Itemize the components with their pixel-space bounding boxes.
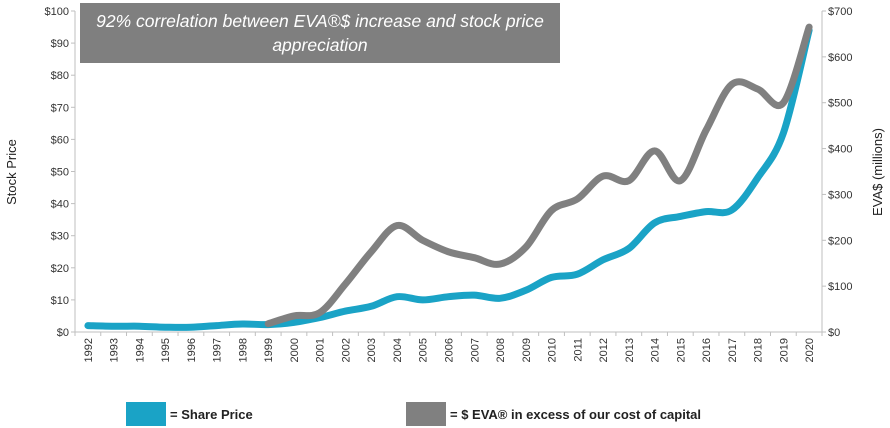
x-tick-label: 2009	[521, 338, 533, 362]
x-tick-label: 2008	[495, 338, 507, 362]
x-tick-label: 2014	[650, 338, 662, 362]
x-tick-label: 2013	[624, 338, 636, 362]
legend-label-eva: = $ EVA® in excess of our cost of capita…	[450, 406, 701, 422]
x-tick-label: 2005	[418, 338, 430, 362]
right-tick-label: $400	[828, 144, 852, 156]
x-tick-label: 2012	[598, 338, 610, 362]
x-tick-label: 2007	[469, 338, 481, 362]
legend-swatch-share-price	[126, 402, 166, 426]
chart-title: 92% correlation between EVA®$ increase a…	[96, 11, 544, 55]
x-tick-label: 2019	[778, 338, 790, 362]
left-tick-label: $80	[51, 70, 69, 82]
left-axis: $0 $10 $20 $30 $40 $50 $60 $70 $80 $90 $100	[45, 6, 75, 339]
x-tick-label: 2002	[340, 338, 352, 362]
left-tick-label: $40	[51, 199, 69, 211]
x-tick-label: 2017	[727, 338, 739, 362]
x-tick-label: 1994	[134, 338, 146, 362]
left-tick-label: $0	[57, 327, 69, 339]
legend-swatch-eva	[406, 402, 446, 426]
x-tick-label: 2015	[675, 338, 687, 362]
x-tick-label: 2018	[753, 338, 765, 362]
left-tick-label: $60	[51, 134, 69, 146]
right-tick-label: $700	[828, 6, 852, 18]
x-tick-label: 1993	[109, 338, 121, 362]
share-price-line	[84, 26, 813, 331]
x-tick-label: 2010	[547, 338, 559, 362]
x-axis: 1992 1993 1994 1995 1996 1997 1998 1999 2000 2001…	[74, 332, 823, 362]
right-tick-label: $100	[828, 281, 852, 293]
x-tick-label: 1997	[212, 338, 224, 362]
x-tick-label: 2004	[392, 338, 404, 362]
x-tick-label: 1998	[237, 338, 249, 362]
x-tick-label: 2000	[289, 338, 301, 362]
x-tick-label: 2006	[444, 338, 456, 362]
left-tick-label: $50	[51, 167, 69, 179]
right-axis-title: EVA$ (millions)	[870, 128, 885, 216]
left-axis-title: Stock Price	[4, 139, 19, 205]
chart-title-banner: 92% correlation between EVA®$ increase a…	[80, 3, 560, 63]
left-tick-label: $100	[45, 6, 69, 18]
x-tick-label: 2003	[366, 338, 378, 362]
x-tick-label: 2011	[572, 338, 584, 362]
x-tick-label: 2020	[804, 338, 816, 362]
right-tick-label: $500	[828, 98, 852, 110]
x-tick-label: 2001	[315, 338, 327, 362]
x-tick-label: 1999	[263, 338, 275, 362]
left-tick-label: $10	[51, 295, 69, 307]
left-tick-label: $20	[51, 263, 69, 275]
left-tick-label: $90	[51, 38, 69, 50]
right-axis: $0 $100 $200 $300 $400 $500 $600 $700	[822, 6, 852, 339]
right-tick-label: $300	[828, 189, 852, 201]
legend-eva: = $ EVA® in excess of our cost of capita…	[406, 402, 701, 426]
left-tick-label: $70	[51, 102, 69, 114]
x-tick-label: 1995	[160, 338, 172, 362]
right-tick-label: $200	[828, 235, 852, 247]
legend-share-price: = Share Price	[126, 402, 253, 426]
x-tick-label: 1996	[186, 338, 198, 362]
left-tick-label: $30	[51, 231, 69, 243]
x-tick-label: 2016	[701, 338, 713, 362]
eva-line	[264, 23, 813, 328]
legend-label-share-price: = Share Price	[170, 406, 253, 422]
x-tick-label: 1992	[83, 338, 95, 362]
series-layer	[84, 23, 813, 331]
right-tick-label: $600	[828, 52, 852, 64]
right-tick-label: $0	[828, 327, 840, 339]
